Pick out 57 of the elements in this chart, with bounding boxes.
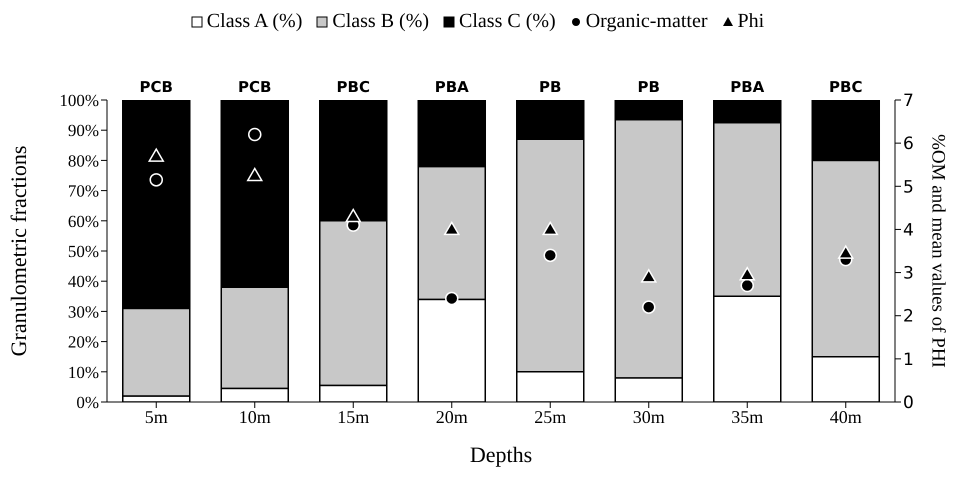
- y-tick-label: 0%: [76, 393, 99, 412]
- text: PBC: [336, 78, 370, 96]
- point: [740, 266, 755, 280]
- text: PB: [539, 78, 562, 96]
- y2-tick-label: 6: [903, 134, 914, 154]
- y2-tick-label: 0: [903, 393, 914, 414]
- point: [641, 269, 656, 283]
- x-tick-label: 20m: [436, 406, 468, 427]
- x-tick-label: 10m: [238, 406, 271, 427]
- y2-axis-title: %OM and mean values of PHI: [927, 134, 948, 368]
- y-tick-label: 30%: [68, 302, 99, 322]
- text: PBA: [434, 78, 470, 96]
- y2-tick-label: 4: [903, 220, 914, 240]
- point: [150, 173, 163, 187]
- y-axis-title: Granulometric fractions: [6, 146, 31, 356]
- point: [838, 245, 854, 259]
- y-tick-label: 40%: [68, 272, 99, 292]
- y-tick-label: 50%: [68, 242, 99, 262]
- y-tick-label: 90%: [68, 121, 99, 140]
- y-tick-label: 20%: [68, 332, 99, 352]
- point: [444, 222, 460, 236]
- x-tick-label: 30m: [632, 406, 665, 427]
- text: PBA: [730, 78, 765, 96]
- point: [148, 148, 164, 162]
- legend-label: Class C (%): [458, 10, 556, 33]
- point: [247, 168, 262, 182]
- text: PCB: [238, 78, 272, 96]
- x-tick-label: 40m: [830, 406, 862, 427]
- y-tick-label: 10%: [68, 362, 99, 382]
- x-tick-label: 35m: [731, 406, 764, 427]
- x-axis-title: Depths: [470, 442, 532, 467]
- text: PB: [638, 78, 660, 96]
- point: [542, 222, 558, 236]
- point: [544, 248, 557, 262]
- point: [642, 300, 656, 314]
- x-tick-label: 25m: [534, 406, 566, 427]
- point: [740, 278, 754, 292]
- x-tick-label: 5m: [144, 406, 168, 427]
- point: [248, 128, 262, 142]
- legend-label: Class A (%): [206, 10, 302, 33]
- y2-tick-label: 5: [903, 177, 914, 198]
- point: [445, 292, 458, 306]
- y-tick-label: 100%: [59, 91, 99, 110]
- legend-label: Class B (%): [331, 10, 430, 33]
- legend-label: Organic-matter: [584, 10, 708, 33]
- point: [346, 208, 361, 222]
- y2-tick-label: 3: [903, 264, 914, 284]
- text: PBC: [829, 78, 862, 96]
- y-tick-label: 70%: [68, 182, 99, 201]
- text: PCB: [140, 78, 173, 96]
- y2-tick-label: 7: [903, 91, 914, 112]
- x-tick-label: 15m: [337, 406, 370, 427]
- y-tick-label: 60%: [68, 212, 99, 231]
- y2-tick-label: 2: [903, 306, 914, 327]
- y-tick-label: 80%: [68, 151, 99, 170]
- y2-tick-label: 1: [903, 350, 914, 370]
- legend-label: Phi: [736, 10, 764, 33]
